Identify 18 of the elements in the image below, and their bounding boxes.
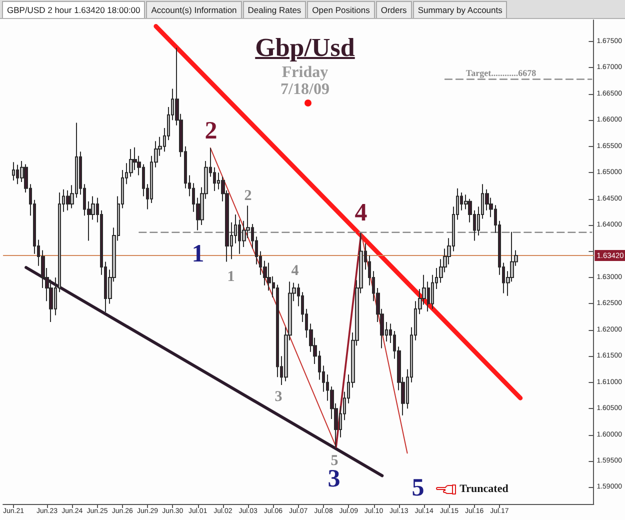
tab: Summary by Accounts <box>412 1 508 18</box>
annotation: 2 <box>244 188 252 204</box>
annotation: 2 <box>204 118 218 144</box>
tab: GBP/USD 2 hour 1.63420 18:00:00 <box>2 1 146 18</box>
annotation: 4 <box>354 200 368 226</box>
text: Friday 7/18/09 <box>280 64 330 98</box>
text: Gbp/Usd <box>254 33 356 62</box>
annotation: 4 <box>291 263 300 279</box>
tab: Dealing Rates <box>242 1 306 18</box>
annotation: 1 <box>227 269 235 285</box>
annotation: 3 <box>274 389 282 405</box>
annotation: Truncated <box>460 483 508 495</box>
tab: Open Positions <box>307 1 375 18</box>
tab: Orders <box>376 1 412 18</box>
annotation: Target............6678 <box>466 68 537 78</box>
tab: Account(s) Information <box>146 1 242 18</box>
annotation: 5 <box>412 474 424 502</box>
candlestick <box>12 162 15 181</box>
